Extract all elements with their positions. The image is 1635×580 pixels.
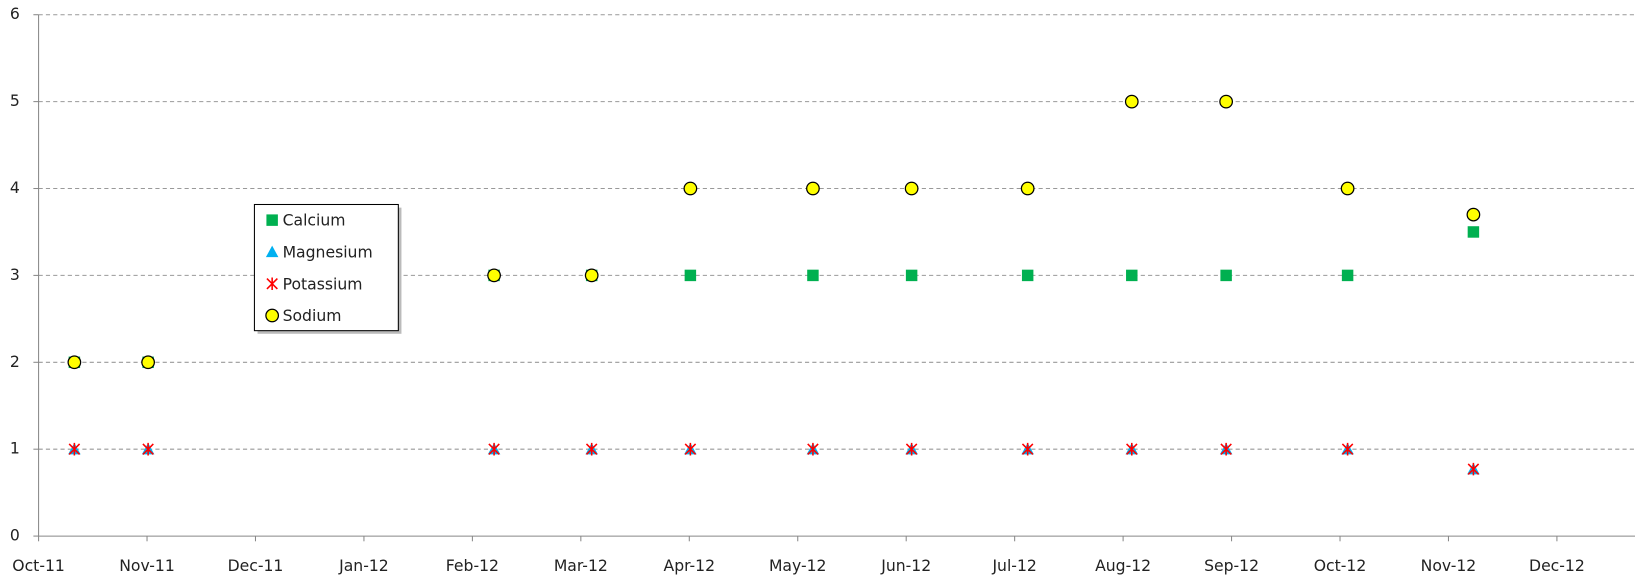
x-tick-label: Sep-12 [1204, 556, 1259, 575]
marker [905, 269, 918, 282]
marker [1467, 462, 1480, 476]
y-tick-label: 4 [10, 178, 20, 197]
marker [1467, 226, 1480, 238]
y-tick-label: 5 [10, 91, 20, 110]
y-tick-label: 3 [10, 265, 20, 284]
marker [807, 442, 819, 456]
y-tick-label: 2 [10, 352, 20, 371]
x-tick-label: Oct-11 [12, 556, 65, 575]
x-tick-label: Dec-11 [228, 556, 284, 575]
y-tick-label: 1 [10, 439, 20, 458]
x-tick-label: Jul-12 [991, 556, 1036, 575]
x-tick-label: Nov-11 [119, 556, 175, 575]
marker [1340, 181, 1355, 196]
marker [806, 181, 820, 196]
marker [1126, 442, 1138, 456]
marker [141, 355, 155, 370]
marker [266, 277, 278, 291]
marker [487, 268, 501, 283]
marker [1126, 269, 1138, 282]
marker [807, 269, 819, 282]
x-tick-label: Mar-12 [554, 556, 608, 575]
marker [1220, 269, 1232, 282]
x-tick-label: Apr-12 [664, 556, 716, 575]
marker [1021, 442, 1034, 456]
legend-label: Sodium [283, 306, 342, 325]
marker [683, 181, 698, 196]
marker [142, 442, 154, 456]
marker [585, 442, 598, 456]
marker [584, 268, 599, 283]
y-tick-label: 6 [10, 4, 20, 23]
marker [266, 214, 278, 226]
x-tick-label: May-12 [769, 556, 827, 575]
marker [67, 355, 82, 370]
marker [488, 442, 500, 456]
marker [1219, 94, 1234, 109]
marker [1341, 269, 1354, 282]
marker [1220, 442, 1232, 456]
marker [1020, 181, 1035, 196]
marker [1124, 94, 1139, 109]
x-tick-label: Aug-12 [1095, 556, 1151, 575]
marker [1466, 207, 1481, 222]
x-tick-label: Jun-12 [880, 556, 931, 575]
legend-box [253, 203, 399, 332]
legend-label: Potassium [283, 274, 363, 293]
marker [684, 442, 697, 456]
legend-label: Magnesium [283, 242, 373, 261]
marker [684, 269, 697, 282]
x-tick-label: Dec-12 [1529, 556, 1585, 575]
marker [904, 181, 919, 196]
marker [1341, 442, 1354, 456]
marker [905, 442, 918, 456]
marker [265, 308, 280, 323]
legend: Calcium Magnesium Potassium Sodium [253, 203, 402, 334]
x-tick-label: Oct-12 [1314, 556, 1367, 575]
x-tick-label: Feb-12 [446, 556, 499, 575]
marker [265, 245, 279, 258]
legend-label: Calcium [283, 211, 346, 230]
x-tick-label: Nov-12 [1421, 556, 1477, 575]
x-tick-label: Jan-12 [338, 556, 389, 575]
y-tick-label: 0 [10, 526, 20, 545]
marker [1021, 269, 1034, 282]
marker [68, 442, 81, 456]
